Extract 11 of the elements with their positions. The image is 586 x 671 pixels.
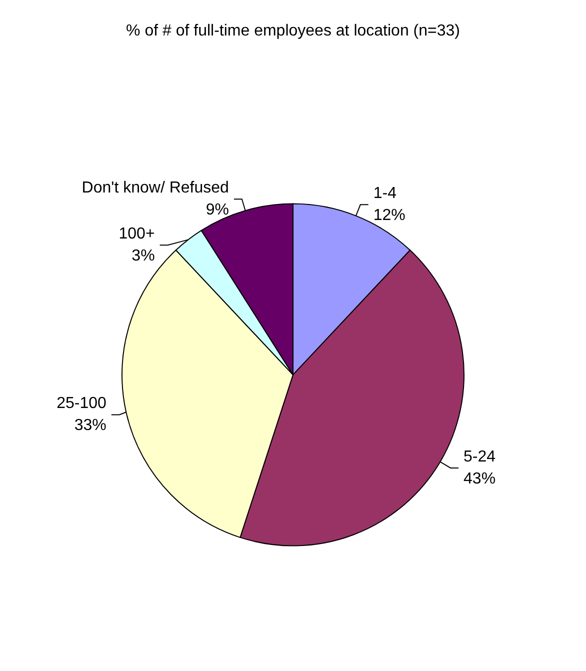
data-label: 43%	[464, 470, 496, 488]
data-label: 9%	[206, 202, 229, 219]
data-label: 33%	[74, 417, 106, 434]
chart-title: % of # of full-time employees at location (n=33)	[126, 22, 460, 40]
slice-label: 1-4	[373, 185, 397, 202]
slice-label: 100+	[118, 226, 155, 243]
data-label: 12%	[373, 207, 406, 224]
data-label: 3%	[132, 248, 155, 265]
slice-label: 5-24	[464, 448, 496, 466]
slice-label: Don't know/ Refused	[82, 180, 229, 197]
slice-label: 25-100	[56, 395, 106, 412]
